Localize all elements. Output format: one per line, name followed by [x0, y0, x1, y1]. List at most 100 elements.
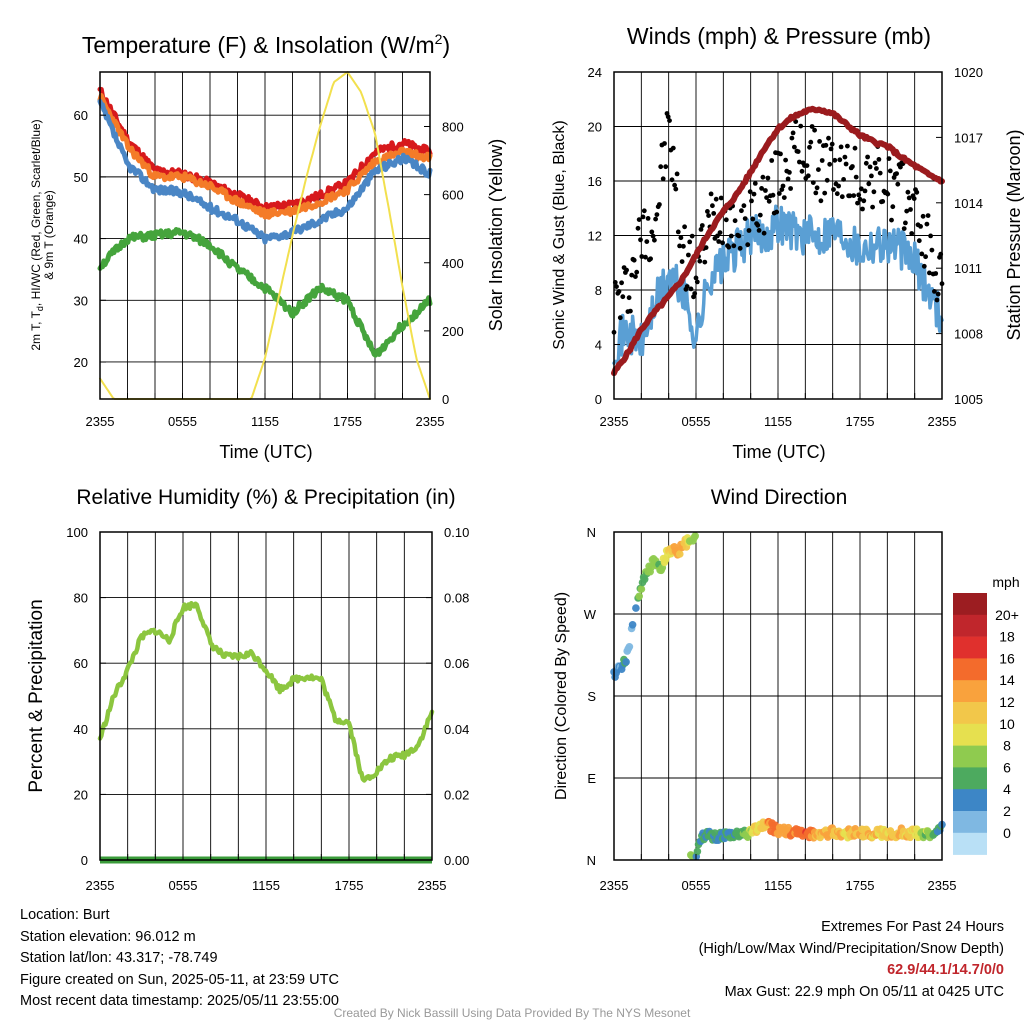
winds-panel: Winds (mph) & Pressure (mb) 2355 0555 1155…: [551, 23, 1024, 462]
gust-point: [863, 160, 869, 166]
y-tick-label: 60: [74, 656, 88, 671]
gust-point: [886, 156, 892, 162]
gust-point: [675, 229, 681, 235]
gust-point: [629, 272, 635, 278]
colorbar-swatch: [953, 614, 987, 637]
direction-grid: [614, 532, 942, 860]
gust-point: [874, 166, 879, 171]
direction-point: [622, 658, 630, 666]
x-tick-label: 2355: [86, 414, 115, 429]
y2-tick-label: 0.04: [444, 722, 469, 737]
y-tick-label: 8: [595, 283, 602, 298]
pressure-line: [611, 105, 945, 377]
gust-point: [876, 157, 882, 162]
x-tick-label: 2355: [416, 414, 445, 429]
wind-speed-line: [612, 204, 944, 365]
gust-point: [643, 254, 648, 260]
series-line-9mt: [97, 93, 433, 220]
gust-point: [852, 145, 858, 151]
station-latlon: Station lat/lon: 43.317; -78.749: [20, 950, 218, 966]
gust-point: [702, 259, 708, 265]
gust-point: [920, 213, 926, 219]
gust-point: [790, 130, 796, 136]
gust-point: [838, 144, 844, 150]
gust-point: [624, 267, 629, 273]
gust-point: [813, 190, 819, 196]
direction-title: Wind Direction: [711, 486, 848, 509]
extremes-title: Extremes For Past 24 Hours: [821, 919, 1004, 935]
gust-point: [865, 154, 870, 160]
gust-point: [785, 176, 791, 182]
colorbar-label: 16: [999, 650, 1015, 666]
colorbar-label: 4: [1003, 781, 1011, 797]
x-tick-label: 2355: [600, 878, 629, 893]
gust-point: [692, 291, 698, 296]
gust-point: [693, 275, 699, 281]
gust-point: [855, 200, 860, 206]
gust-point: [807, 144, 812, 150]
gust-point: [867, 164, 873, 170]
gust-point: [870, 204, 875, 210]
gust-point: [819, 158, 825, 163]
gust-point: [626, 295, 632, 301]
series-line-hiwc: [97, 98, 433, 245]
colorbar-label: 0: [1003, 825, 1011, 841]
figure-created: Figure created on Sun, 2025-05-11, at 23…: [20, 971, 339, 988]
gust-point: [620, 294, 626, 300]
gust-point: [866, 181, 872, 187]
gust-point: [809, 124, 815, 129]
gust-point: [710, 203, 715, 209]
temperature-ylabel-left-line2: & 9m T (Orange): [42, 190, 56, 280]
colorbar-swatch: [953, 832, 987, 855]
gust-point: [715, 233, 720, 239]
colorbar-swatch: [953, 811, 987, 834]
y2-tick-label: 1020: [954, 65, 983, 80]
gust-point: [667, 118, 672, 123]
colorbar-label: 10: [999, 716, 1015, 732]
gust-point: [674, 171, 680, 177]
gust-point: [929, 247, 935, 253]
colorbar-swatch: [953, 745, 987, 768]
gust-point: [750, 216, 756, 222]
direction-plot-area: [610, 532, 946, 861]
gust-point: [633, 274, 638, 279]
colorbar-swatch: [953, 789, 987, 812]
gust-point: [769, 158, 775, 163]
x-tick-label: 0555: [682, 414, 711, 429]
winds-ylabel-left: Sonic Wind & Gust (Blue, Black): [551, 120, 568, 349]
gust-point: [932, 289, 937, 294]
x-tick-label: 1755: [333, 414, 362, 429]
y2-tick-label: 600: [442, 188, 464, 203]
gust-point: [757, 212, 763, 218]
gust-point: [732, 218, 738, 224]
y2-tick-label: 1011: [954, 261, 982, 276]
gust-point: [745, 242, 751, 248]
gust-point: [862, 188, 868, 194]
gust-point: [639, 254, 645, 259]
gust-point: [818, 198, 824, 204]
gust-point: [726, 244, 732, 250]
gust-point: [780, 183, 786, 189]
gust-point: [927, 270, 932, 276]
y2-tick-label: 0.06: [444, 656, 469, 671]
gust-point: [640, 214, 646, 220]
gust-point: [903, 220, 908, 226]
gust-point: [770, 192, 776, 198]
temperature-ylabel-left: 2m T, Td, HI/WC (Red, Green, Scarlet/Blu…: [29, 119, 45, 350]
gust-point: [798, 123, 804, 129]
x-tick-label: 2355: [928, 414, 957, 429]
colorbar-swatch: [953, 636, 987, 659]
colorbar-label: 12: [999, 694, 1015, 710]
gust-point: [869, 173, 874, 179]
y2-tick-label: 1014: [954, 196, 983, 211]
gust-point: [834, 191, 840, 197]
y-tick-label: 20: [74, 787, 88, 802]
gust-point: [628, 308, 633, 314]
gust-point: [885, 191, 891, 197]
gust-point: [909, 231, 915, 236]
x-tick-label: 1155: [251, 414, 279, 429]
y-tick-label: 60: [74, 108, 88, 123]
direction-point: [635, 592, 643, 601]
x-tick-label: 0555: [168, 414, 197, 429]
station-info: Location: Burt Station elevation: 96.012…: [20, 905, 339, 1013]
